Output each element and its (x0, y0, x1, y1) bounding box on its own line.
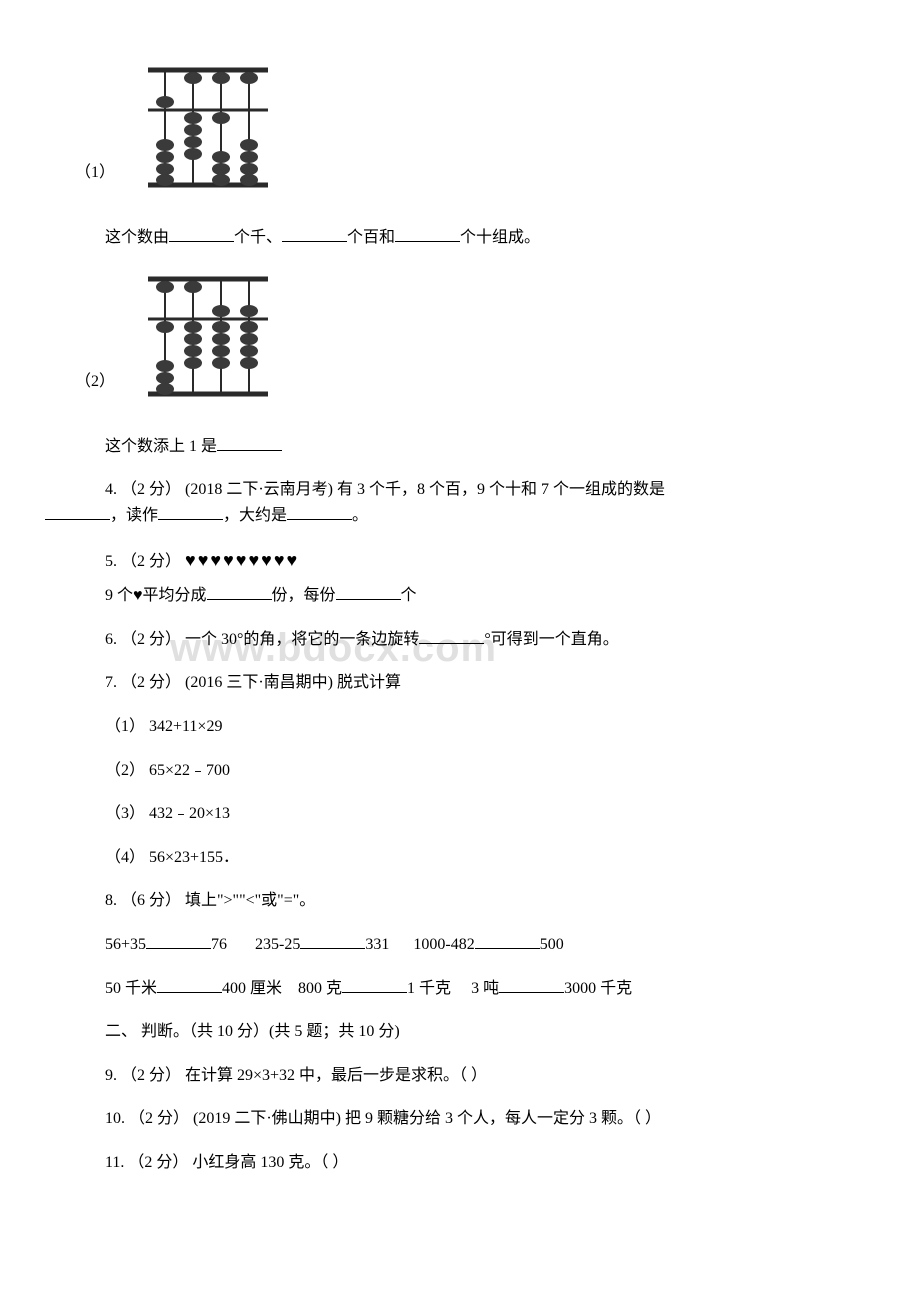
q3s1-t1: 个千、 (234, 229, 282, 246)
q8r2-1a: 800 克 (298, 980, 342, 997)
q8-row1: 56+35 76 235-25 331 1000-482 500 (75, 932, 845, 958)
q3-sub1-row: （1） (75, 60, 845, 195)
q8-row2: 50 千米 400 厘米 800 克 1 千克 3 吨 3000 千克 (75, 976, 845, 1002)
q5-line1: 5. （2 分） ♥♥♥♥♥♥♥♥♥ (75, 546, 845, 575)
blank (395, 226, 460, 242)
blank (217, 435, 282, 451)
blank (475, 933, 540, 949)
q8r2-0b: 400 厘米 (222, 980, 282, 997)
q5-line2: 9 个♥平均分成 份，每份 个 (75, 583, 845, 609)
q8r1-2b: 500 (540, 936, 564, 953)
q4-end: 。 (352, 507, 368, 524)
q6-a: 6. （2 分） 一个 30°的角，将它的一条边旋转 (105, 631, 419, 648)
q8r2-2b: 3000 千克 (564, 980, 632, 997)
abacus-1-icon (143, 60, 273, 195)
blank (419, 628, 484, 644)
q4-prefix: 4. （2 分） (2018 二下·云南月考) 有 3 个千，8 个百，9 个十… (105, 481, 665, 498)
q5-l2a: 9 个♥平均分成 (105, 587, 207, 604)
q3-sub2-row: （2） (75, 269, 845, 404)
q7-item-4: （4） 56×23+155． (75, 845, 845, 871)
q9: 9. （2 分） 在计算 29×3+32 中，最后一步是求积。（ ） (75, 1063, 845, 1089)
q3s1-t2: 个百和 (347, 229, 395, 246)
q8r1-1a: 235-25 (255, 936, 300, 953)
q7-item-1: （1） 342+11×29 (75, 714, 845, 740)
hearts-icon: ♥♥♥♥♥♥♥♥♥ (185, 550, 299, 570)
q3s1-t0: 这个数由 (105, 229, 169, 246)
blank (287, 504, 352, 520)
q8r1-2a: 1000-482 (413, 936, 474, 953)
q6: 6. （2 分） 一个 30°的角，将它的一条边旋转 °可得到一个直角。 (75, 627, 845, 653)
q5-prefix: 5. （2 分） (105, 553, 181, 570)
q8r1-0b: 76 (211, 936, 227, 953)
blank (146, 933, 211, 949)
q7-header: 7. （2 分） (2016 三下·南昌期中) 脱式计算 (75, 670, 845, 696)
q8r1-1b: 331 (365, 936, 389, 953)
blank (499, 977, 564, 993)
q3s2-t0: 这个数添上 1 是 (105, 438, 217, 455)
section-2-header: 二、 判断。（共 10 分）(共 5 题；共 10 分) (75, 1019, 845, 1045)
q8r2-0a: 50 千米 (105, 980, 157, 997)
q8r1-0a: 56+35 (105, 936, 146, 953)
q3-sub1-text: 这个数由 个千、 个百和 个十组成。 (75, 225, 845, 251)
blank (207, 584, 272, 600)
q3-sub2-text: 这个数添上 1 是 (75, 434, 845, 460)
q11: 11. （2 分） 小红身高 130 克。（ ） (75, 1150, 845, 1176)
q6-b: °可得到一个直角。 (484, 631, 618, 648)
q8r2-1b: 1 千克 (407, 980, 451, 997)
blank (157, 977, 222, 993)
q5-l2b: 份，每份 (272, 587, 336, 604)
blank (169, 226, 234, 242)
q3s1-t3: 个十组成。 (460, 229, 540, 246)
abacus-2-icon (143, 269, 273, 404)
q4-m1: ，读作 (110, 507, 158, 524)
q8-header: 8. （6 分） 填上">""<"或"="。 (75, 888, 845, 914)
blank (342, 977, 407, 993)
q3-sub2-label: （2） (75, 369, 115, 395)
blank (282, 226, 347, 242)
q7-item-2: （2） 65×22﹣700 (75, 758, 845, 784)
q3-sub1-label: （1） (75, 160, 115, 186)
q10: 10. （2 分） (2019 二下·佛山期中) 把 9 颗糖分给 3 个人，每… (75, 1106, 845, 1132)
blank (300, 933, 365, 949)
q5-l2c: 个 (401, 587, 417, 604)
q7-item-3: （3） 432﹣20×13 (75, 801, 845, 827)
q8r2-2a: 3 吨 (471, 980, 499, 997)
q4-m2: ，大约是 (223, 507, 287, 524)
blank (45, 504, 110, 520)
blank (158, 504, 223, 520)
q4: 4. （2 分） (2018 二下·云南月考) 有 3 个千，8 个百，9 个十… (75, 477, 845, 528)
blank (336, 584, 401, 600)
